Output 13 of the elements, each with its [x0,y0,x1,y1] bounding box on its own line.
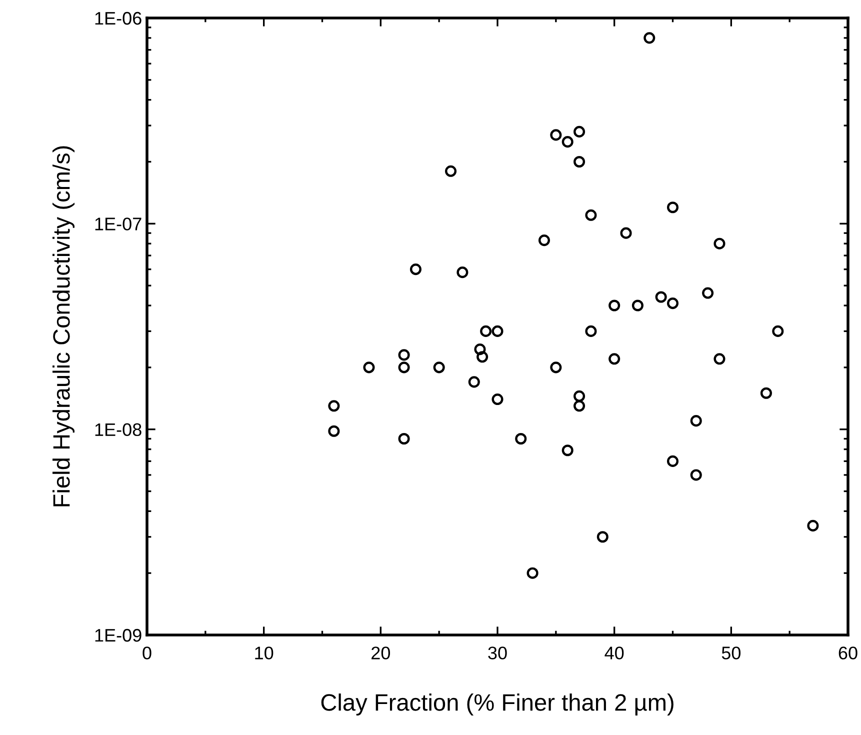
y-tick-label: 1E-07 [95,218,142,230]
y-tick-label: 1E-06 [95,12,142,25]
x-tick-label: 60 [838,646,858,660]
x-tick-label: 50 [722,646,741,660]
x-axis-title: Clay Fraction (% Finer than 2 µm) [321,694,674,716]
x-tick-label: 30 [488,646,507,660]
y-tick-label: 1E-08 [95,423,142,436]
y-axis-title: Field Hydraulic Conductivity (cm/s) [52,146,75,506]
x-tick-label: 40 [604,646,624,660]
x-tick-label: 0 [142,646,152,660]
x-tick-label: 20 [372,646,390,660]
x-tick-label: 10 [255,646,274,660]
y-tick-label: 1E-09 [95,628,142,642]
